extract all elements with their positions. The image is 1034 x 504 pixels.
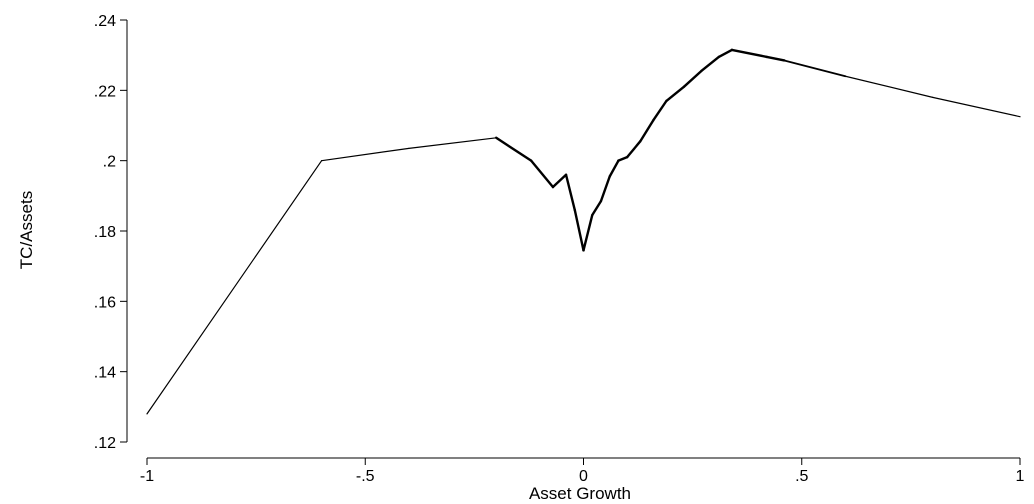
series-line-segment — [765, 55, 786, 62]
y-tick-label: .2 — [103, 154, 116, 171]
x-tick-label: .5 — [795, 468, 808, 485]
y-tick-label: .22 — [94, 83, 116, 100]
series-line-segment — [321, 147, 410, 162]
y-tick-label: .12 — [94, 435, 116, 452]
series-line-segment — [783, 59, 847, 78]
x-axis-title: Asset Growth — [529, 484, 631, 503]
series-line-segment — [617, 155, 629, 162]
series-line-segment — [591, 199, 603, 217]
y-tick-label: .18 — [94, 224, 116, 241]
y-tick-label: .14 — [94, 365, 116, 382]
series-line-segment — [665, 85, 686, 103]
series-line-segment — [599, 175, 611, 203]
series-line-segment — [625, 140, 642, 159]
y-tick-label: .16 — [94, 294, 116, 311]
x-tick-label: -.5 — [356, 468, 375, 485]
series-line-segment — [529, 159, 555, 189]
series-line-segment — [495, 136, 533, 162]
x-tick-label: -1 — [140, 468, 154, 485]
axes: .12 .14 .16 .18 .2 .22 .24 -1 -.5 0 .5 1 — [94, 13, 1025, 485]
series-line-segment — [730, 48, 769, 59]
series-line-segment — [717, 48, 734, 59]
series-line-segment — [700, 55, 721, 73]
series-line-segment — [408, 137, 497, 149]
series-layer — [146, 48, 1021, 415]
series-line-segment — [551, 173, 568, 189]
series-line-segment — [573, 208, 585, 252]
series-line-segment — [582, 213, 594, 252]
series-line-segment — [932, 96, 1021, 118]
series-0 — [146, 48, 1021, 415]
series-line-segment — [146, 160, 323, 415]
x-tick-label: 1 — [1016, 468, 1025, 485]
x-tick-label: 0 — [579, 468, 588, 485]
series-line-segment — [639, 119, 655, 143]
y-tick-label: .24 — [94, 13, 116, 30]
y-axis-title: TC/Assets — [17, 191, 36, 269]
series-line-segment — [608, 159, 620, 178]
series-line-segment — [682, 69, 703, 89]
series-line-segment — [564, 173, 576, 212]
series-line-segment — [652, 99, 668, 122]
series-line-segment — [844, 75, 934, 98]
